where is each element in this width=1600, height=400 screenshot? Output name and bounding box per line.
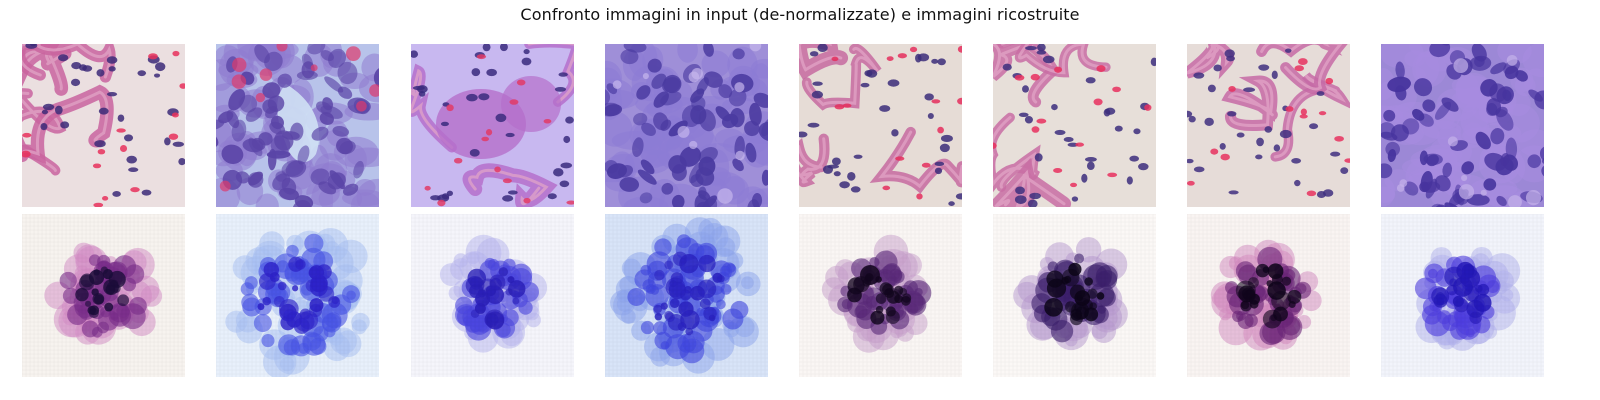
reconstruction-patch <box>605 214 768 377</box>
reconstructed-image-2 <box>216 214 379 377</box>
input-image-1 <box>22 44 185 207</box>
reconstruction-patch <box>799 214 962 377</box>
reconstructed-image-6 <box>993 214 1156 377</box>
histology-patch <box>1187 44 1350 207</box>
reconstructed-image-8 <box>1381 214 1544 377</box>
reconstruction-patch <box>993 214 1156 377</box>
input-image-5 <box>799 44 962 207</box>
reconstruction-patch <box>22 214 185 377</box>
histology-patch <box>1381 44 1544 207</box>
histology-patch <box>993 44 1156 207</box>
input-image-6 <box>993 44 1156 207</box>
reconstruction-patch <box>1187 214 1350 377</box>
input-image-7 <box>1187 44 1350 207</box>
reconstruction-patch <box>1381 214 1544 377</box>
histology-patch <box>411 44 574 207</box>
reconstruction-patch <box>216 214 379 377</box>
histology-patch <box>22 44 185 207</box>
histology-patch <box>216 44 379 207</box>
reconstruction-patch <box>411 214 574 377</box>
reconstructed-image-3 <box>411 214 574 377</box>
input-image-8 <box>1381 44 1544 207</box>
reconstructed-image-7 <box>1187 214 1350 377</box>
histology-patch <box>605 44 768 207</box>
reconstructed-image-5 <box>799 214 962 377</box>
reconstructed-image-1 <box>22 214 185 377</box>
figure-title: Confronto immagini in input (de-normaliz… <box>520 5 1080 24</box>
input-image-3 <box>411 44 574 207</box>
histology-patch <box>799 44 962 207</box>
input-image-2 <box>216 44 379 207</box>
input-image-4 <box>605 44 768 207</box>
reconstructed-image-4 <box>605 214 768 377</box>
